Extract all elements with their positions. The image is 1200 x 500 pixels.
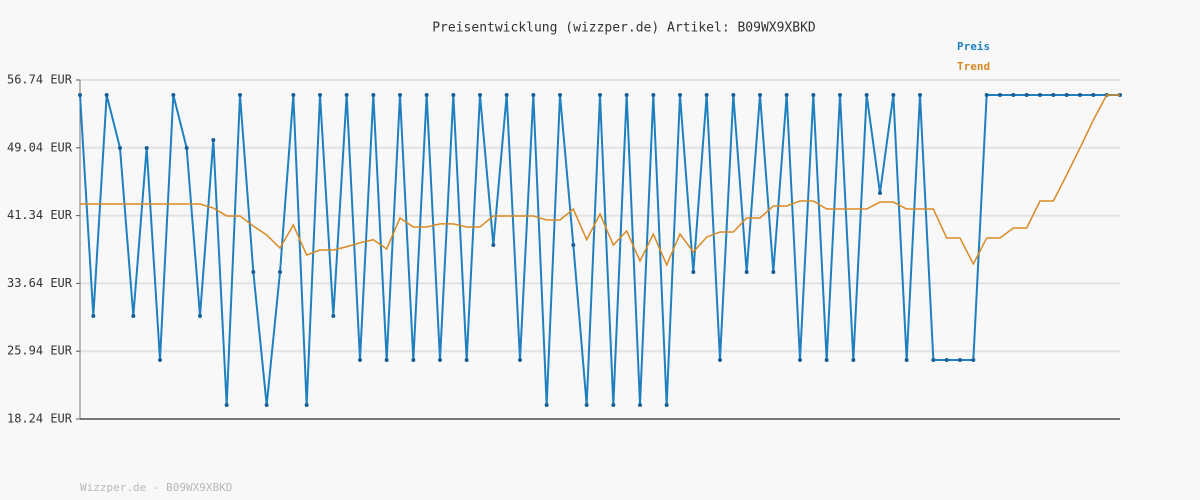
point <box>798 358 802 363</box>
point <box>544 402 549 407</box>
point <box>104 92 109 97</box>
y-tick-label: 56.74 EUR <box>7 73 73 87</box>
point <box>411 358 416 363</box>
point <box>678 92 682 97</box>
series-line <box>80 94 1120 267</box>
point <box>358 358 362 363</box>
point <box>824 358 829 363</box>
point <box>518 358 522 363</box>
point <box>198 313 202 318</box>
point <box>424 92 429 97</box>
point <box>264 402 269 407</box>
point <box>438 358 442 363</box>
point <box>584 402 589 407</box>
chart-title: Preisentwicklung (wizzper.de) Artikel: B… <box>432 21 816 36</box>
point <box>184 145 189 150</box>
point <box>278 270 282 275</box>
point <box>1078 92 1082 97</box>
point <box>944 358 949 363</box>
point <box>771 270 776 275</box>
point <box>1011 92 1016 97</box>
point <box>531 92 536 97</box>
point <box>78 92 82 97</box>
point <box>304 402 309 407</box>
point <box>464 358 469 363</box>
point <box>344 92 349 97</box>
point <box>158 358 162 363</box>
point <box>371 92 376 97</box>
point <box>171 92 176 97</box>
point <box>1064 92 1069 97</box>
point <box>864 92 869 97</box>
point <box>144 145 149 150</box>
point <box>491 243 496 248</box>
point <box>744 270 749 275</box>
point <box>704 92 709 97</box>
point <box>878 191 882 196</box>
point <box>984 92 989 97</box>
legend-label: Preis <box>957 40 990 53</box>
point <box>758 92 762 97</box>
point <box>611 402 616 407</box>
point <box>664 402 669 407</box>
y-tick-label: 41.34 EUR <box>7 208 73 222</box>
point <box>478 92 482 97</box>
point <box>251 270 256 275</box>
point <box>1038 92 1042 97</box>
y-tick-label: 33.64 EUR <box>7 276 73 290</box>
point <box>958 358 962 363</box>
point <box>224 402 229 407</box>
point <box>118 145 122 150</box>
point <box>331 313 336 318</box>
y-tick-label: 25.94 EUR <box>7 344 73 358</box>
point <box>598 92 602 97</box>
point <box>891 92 896 97</box>
point <box>451 92 456 97</box>
y-tick-label: 49.04 EUR <box>7 140 73 154</box>
point <box>211 137 216 142</box>
point <box>318 92 322 97</box>
point <box>811 92 816 97</box>
point <box>131 313 136 318</box>
point <box>571 243 576 248</box>
point <box>1051 92 1056 97</box>
point <box>651 92 656 97</box>
y-tick-label: 18.24 EUR <box>7 412 73 426</box>
point <box>504 92 509 97</box>
point <box>918 92 922 97</box>
point <box>851 358 856 363</box>
footer: Wizzper.de - B09WX9XBKD <box>80 481 232 494</box>
point <box>638 402 642 407</box>
point <box>558 92 562 97</box>
point <box>731 92 736 97</box>
point <box>691 270 696 275</box>
point <box>291 92 296 97</box>
point <box>718 358 722 363</box>
point <box>931 358 936 363</box>
point <box>998 92 1002 97</box>
point <box>624 92 629 97</box>
point <box>398 92 402 97</box>
point <box>784 92 789 97</box>
point <box>971 358 976 363</box>
point <box>384 358 389 363</box>
point <box>91 313 96 318</box>
point <box>1024 92 1029 97</box>
point <box>838 92 842 97</box>
point <box>904 358 909 363</box>
legend-label: Trend <box>957 60 990 73</box>
point <box>1091 92 1096 97</box>
point <box>238 92 242 97</box>
